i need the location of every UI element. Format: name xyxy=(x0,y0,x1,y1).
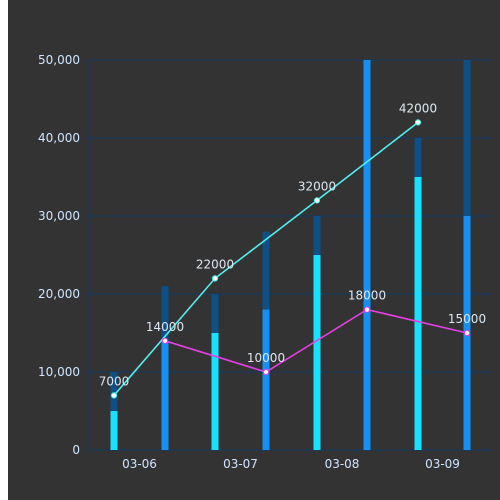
y-tick-label: 50,000 xyxy=(38,53,80,67)
data-label: 15000 xyxy=(448,312,486,326)
y-tick-label: 10,000 xyxy=(38,365,80,379)
y-tick-label: 0 xyxy=(72,443,80,457)
data-label: 22000 xyxy=(196,257,234,271)
series-point xyxy=(211,275,219,282)
bar-foreground xyxy=(161,340,169,450)
y-tick-label: 20,000 xyxy=(38,287,80,301)
x-tick-label: 03-08 xyxy=(325,457,360,471)
series-point xyxy=(262,368,270,376)
series-point xyxy=(313,197,321,204)
data-label: 18000 xyxy=(348,289,386,303)
data-label: 32000 xyxy=(298,179,336,193)
series-point xyxy=(110,392,118,399)
y-tick-label: 30,000 xyxy=(38,209,80,223)
chart-panel: 0 10,000 20,000 30,000 40,000 50,000 03-06 03-0… xyxy=(8,0,500,500)
x-tick-label: 03-09 xyxy=(425,457,460,471)
combo-chart: 0 10,000 20,000 30,000 40,000 50,000 03-06 03-0… xyxy=(38,53,492,471)
series-point xyxy=(463,329,471,337)
x-tick-label: 03-06 xyxy=(122,457,157,471)
series-point xyxy=(363,306,371,313)
y-tick-label: 40,000 xyxy=(38,131,80,145)
bar-foreground xyxy=(262,309,270,450)
series-line xyxy=(164,308,468,373)
bar-foreground xyxy=(211,333,219,450)
data-label: 10000 xyxy=(247,351,285,365)
bar-foreground xyxy=(313,255,321,450)
data-label: 14000 xyxy=(146,320,184,334)
bar-foreground xyxy=(363,60,371,450)
series-point xyxy=(414,119,422,126)
data-label: 7000 xyxy=(99,374,130,388)
data-label: 42000 xyxy=(399,101,437,115)
series-point xyxy=(161,337,169,344)
series-line xyxy=(113,121,419,396)
bar-foreground xyxy=(414,177,422,450)
bar-foreground xyxy=(110,411,118,450)
x-tick-label: 03-07 xyxy=(223,457,258,471)
